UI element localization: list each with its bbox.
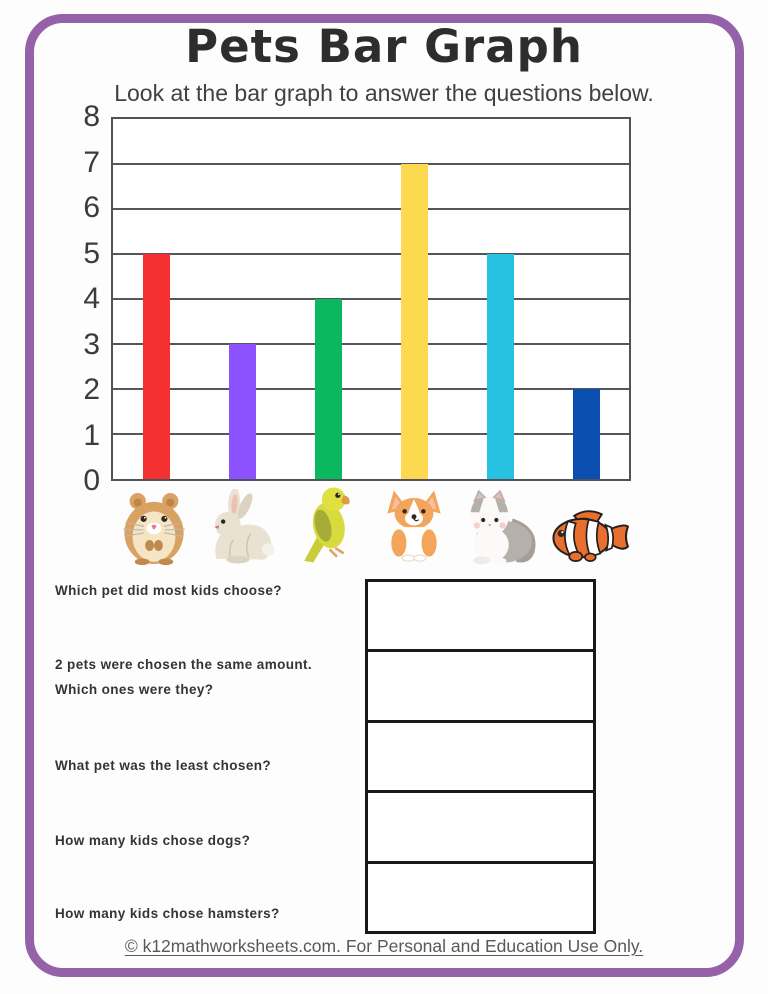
y-tick-label-3: 3 bbox=[83, 327, 100, 361]
gridline-4 bbox=[113, 298, 629, 300]
gridline-6 bbox=[113, 208, 629, 210]
y-tick-label-0: 0 bbox=[83, 464, 100, 497]
footer-credit-link[interactable]: © k12mathworksheets.com. For Personal an… bbox=[124, 936, 644, 956]
parakeet-icon bbox=[303, 487, 350, 563]
question-5-text: How many kids chose hamsters? bbox=[55, 906, 280, 921]
gridline-7 bbox=[113, 163, 629, 165]
clownfish-icon bbox=[552, 510, 629, 562]
bar-slot-bird bbox=[285, 119, 371, 479]
bar-fish bbox=[572, 389, 600, 479]
bar-cat bbox=[486, 254, 514, 479]
question-4-text: How many kids chose dogs? bbox=[55, 833, 251, 848]
question-2-text-line1: 2 pets were chosen the same amount. bbox=[55, 657, 313, 672]
gridline-2 bbox=[113, 388, 629, 390]
bar-slot-rabbit bbox=[199, 119, 285, 479]
category-bird bbox=[285, 483, 371, 565]
page-title: Pets Bar Graph bbox=[185, 20, 583, 73]
category-hamster bbox=[111, 489, 197, 565]
gridline-3 bbox=[113, 343, 629, 345]
y-tick-label-8: 8 bbox=[83, 100, 100, 133]
y-tick-label-5: 5 bbox=[83, 236, 100, 270]
y-tick-label-6: 6 bbox=[83, 191, 100, 224]
category-rabbit bbox=[198, 489, 284, 565]
question-1: Which pet did most kids choose? bbox=[55, 578, 360, 603]
question-3-text: What pet was the least chosen? bbox=[55, 758, 272, 773]
bar-hamster bbox=[142, 254, 170, 479]
answer-box-3[interactable] bbox=[368, 723, 593, 794]
answer-boxes bbox=[365, 579, 596, 934]
y-tick-label-1: 1 bbox=[83, 418, 100, 452]
y-tick-label-7: 7 bbox=[83, 145, 100, 179]
bar-slot-hamster bbox=[113, 119, 199, 479]
y-axis: 0 1 2 3 4 5 6 7 8 bbox=[56, 100, 100, 497]
question-2-text-line2: Which ones were they? bbox=[55, 682, 214, 697]
category-cat bbox=[458, 489, 544, 565]
y-tick-label-4: 4 bbox=[83, 282, 100, 315]
cat-icon bbox=[469, 489, 536, 565]
rabbit-icon bbox=[214, 489, 275, 564]
instructions-text: Look at the bar graph to answer the ques… bbox=[114, 80, 654, 106]
bar-slot-fish bbox=[543, 119, 629, 479]
gridline-1 bbox=[113, 433, 629, 435]
bar-dog bbox=[400, 164, 428, 479]
question-5: How many kids chose hamsters? bbox=[55, 901, 360, 926]
answer-box-2[interactable] bbox=[368, 652, 593, 723]
gridline-5 bbox=[113, 253, 629, 255]
dog-icon bbox=[387, 490, 441, 562]
question-4: How many kids chose dogs? bbox=[55, 828, 360, 853]
category-icons-row bbox=[111, 483, 631, 565]
question-1-text: Which pet did most kids choose? bbox=[55, 583, 282, 598]
y-tick-label-2: 2 bbox=[83, 373, 100, 406]
question-3: What pet was the least chosen? bbox=[55, 753, 360, 778]
bar-slot-cat bbox=[457, 119, 543, 479]
answer-box-5[interactable] bbox=[368, 864, 593, 931]
bar-slot-dog bbox=[371, 119, 457, 479]
bar-chart-plot bbox=[113, 119, 629, 479]
bar-rabbit bbox=[228, 344, 256, 479]
answer-box-1[interactable] bbox=[368, 582, 593, 653]
category-dog bbox=[371, 485, 457, 565]
hamster-icon bbox=[123, 492, 186, 565]
bar-chart bbox=[111, 117, 631, 481]
bar-bird bbox=[314, 299, 342, 479]
answer-box-4[interactable] bbox=[368, 793, 593, 864]
category-fish bbox=[545, 505, 631, 565]
question-2: 2 pets were chosen the same amount. Whic… bbox=[55, 652, 360, 702]
